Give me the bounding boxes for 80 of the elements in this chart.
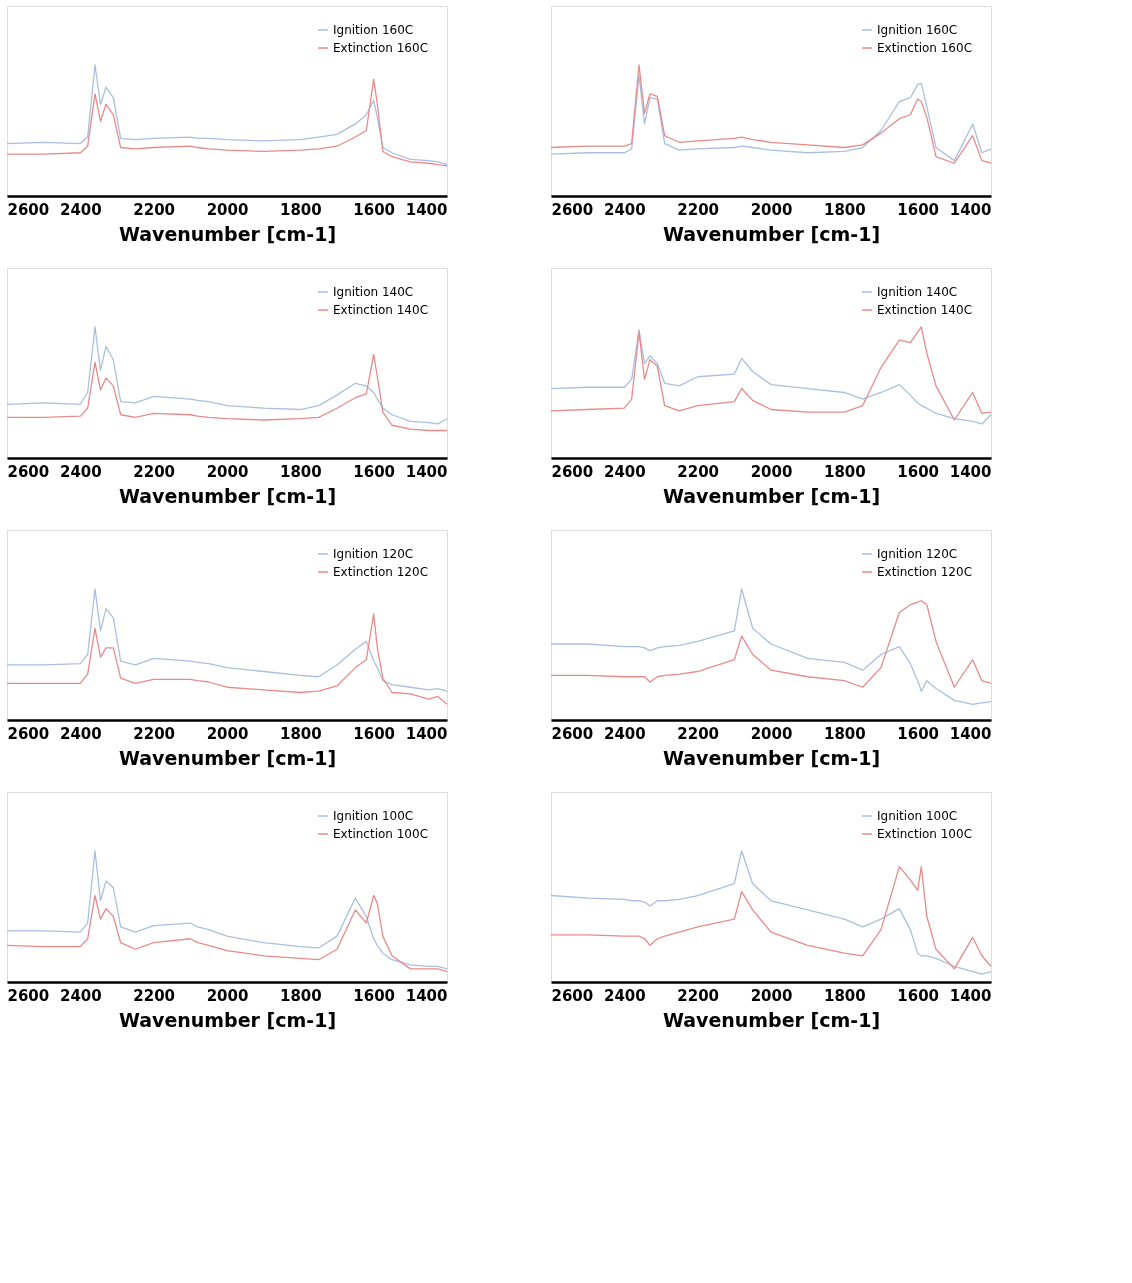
x-axis-title: Wavenumber [cm-1] bbox=[662, 746, 881, 769]
x-tick-label: 2000 bbox=[206, 462, 249, 481]
legend-label: Extinction 140C bbox=[877, 303, 973, 317]
legend-label: Extinction 100C bbox=[877, 827, 973, 841]
x-tick-label: 2400 bbox=[59, 462, 102, 481]
legend-label: Extinction 100C bbox=[333, 827, 429, 841]
x-tick-label: 1600 bbox=[897, 200, 940, 219]
legend-label: Extinction 160C bbox=[333, 41, 429, 55]
x-tick-label: 1800 bbox=[823, 724, 866, 743]
legend-label: Extinction 120C bbox=[333, 565, 429, 579]
x-tick-label: 2200 bbox=[133, 724, 176, 743]
x-tick-label: 2600 bbox=[7, 462, 50, 481]
legend-label: Ignition 120C bbox=[877, 547, 958, 561]
x-tick-label: 2400 bbox=[603, 724, 646, 743]
legend-label: Ignition 160C bbox=[877, 23, 958, 37]
x-tick-label: 2200 bbox=[133, 462, 176, 481]
x-tick-label: 1400 bbox=[405, 986, 448, 1005]
x-tick-label: 2200 bbox=[677, 462, 720, 481]
x-axis-title: Wavenumber [cm-1] bbox=[662, 1008, 881, 1031]
x-axis-title: Wavenumber [cm-1] bbox=[118, 1008, 337, 1031]
x-tick-label: 2000 bbox=[206, 986, 249, 1005]
legend-label: Ignition 140C bbox=[877, 285, 958, 299]
x-axis-title: Wavenumber [cm-1] bbox=[118, 746, 337, 769]
legend-label: Ignition 160C bbox=[333, 23, 414, 37]
x-tick-label: 2600 bbox=[551, 200, 594, 219]
x-tick-label: 2600 bbox=[7, 200, 50, 219]
legend-label: Ignition 100C bbox=[333, 809, 414, 823]
x-axis-title: Wavenumber [cm-1] bbox=[662, 484, 881, 507]
x-tick-label: 2400 bbox=[59, 724, 102, 743]
x-tick-label: 2000 bbox=[750, 724, 793, 743]
x-tick-label: 2400 bbox=[59, 200, 102, 219]
x-tick-label: 2000 bbox=[750, 986, 793, 1005]
x-tick-label: 1800 bbox=[279, 200, 322, 219]
x-tick-label: 2400 bbox=[603, 986, 646, 1005]
x-tick-label: 1600 bbox=[353, 462, 396, 481]
x-tick-label: 2600 bbox=[551, 462, 594, 481]
x-tick-label: 2400 bbox=[59, 986, 102, 1005]
x-tick-label: 2600 bbox=[7, 986, 50, 1005]
x-tick-label: 2000 bbox=[750, 200, 793, 219]
x-tick-label: 2600 bbox=[551, 986, 594, 1005]
legend-label: Ignition 140C bbox=[333, 285, 414, 299]
x-tick-label: 2000 bbox=[750, 462, 793, 481]
x-tick-label: 1800 bbox=[823, 986, 866, 1005]
x-tick-label: 2200 bbox=[133, 200, 176, 219]
x-tick-label: 2600 bbox=[7, 724, 50, 743]
legend-label: Extinction 140C bbox=[333, 303, 429, 317]
x-tick-label: 1600 bbox=[353, 724, 396, 743]
legend-label: Ignition 100C bbox=[877, 809, 958, 823]
x-tick-label: 2000 bbox=[206, 200, 249, 219]
x-tick-label: 1400 bbox=[405, 462, 448, 481]
x-tick-label: 1400 bbox=[949, 724, 992, 743]
x-axis-title: Wavenumber [cm-1] bbox=[662, 222, 881, 245]
legend-label: Extinction 160C bbox=[877, 41, 973, 55]
x-tick-label: 1800 bbox=[279, 462, 322, 481]
x-tick-label: 2200 bbox=[133, 986, 176, 1005]
legend-label: Ignition 120C bbox=[333, 547, 414, 561]
x-tick-label: 1600 bbox=[897, 986, 940, 1005]
x-tick-label: 2600 bbox=[551, 724, 594, 743]
x-tick-label: 1600 bbox=[353, 986, 396, 1005]
x-tick-label: 1400 bbox=[405, 724, 448, 743]
x-tick-label: 1800 bbox=[279, 724, 322, 743]
x-tick-label: 1600 bbox=[353, 200, 396, 219]
x-tick-label: 2200 bbox=[677, 200, 720, 219]
x-tick-label: 2000 bbox=[206, 724, 249, 743]
x-tick-label: 1600 bbox=[897, 462, 940, 481]
x-tick-label: 1600 bbox=[897, 724, 940, 743]
x-axis-title: Wavenumber [cm-1] bbox=[118, 222, 337, 245]
x-tick-label: 1400 bbox=[949, 462, 992, 481]
x-tick-label: 2400 bbox=[603, 462, 646, 481]
x-tick-label: 1400 bbox=[949, 200, 992, 219]
x-tick-label: 2400 bbox=[603, 200, 646, 219]
x-tick-label: 1400 bbox=[405, 200, 448, 219]
x-tick-label: 2200 bbox=[677, 724, 720, 743]
legend-label: Extinction 120C bbox=[877, 565, 973, 579]
x-tick-label: 2200 bbox=[677, 986, 720, 1005]
x-axis-title: Wavenumber [cm-1] bbox=[118, 484, 337, 507]
x-tick-label: 1400 bbox=[949, 986, 992, 1005]
x-tick-label: 1800 bbox=[279, 986, 322, 1005]
x-tick-label: 1800 bbox=[823, 462, 866, 481]
x-tick-label: 1800 bbox=[823, 200, 866, 219]
